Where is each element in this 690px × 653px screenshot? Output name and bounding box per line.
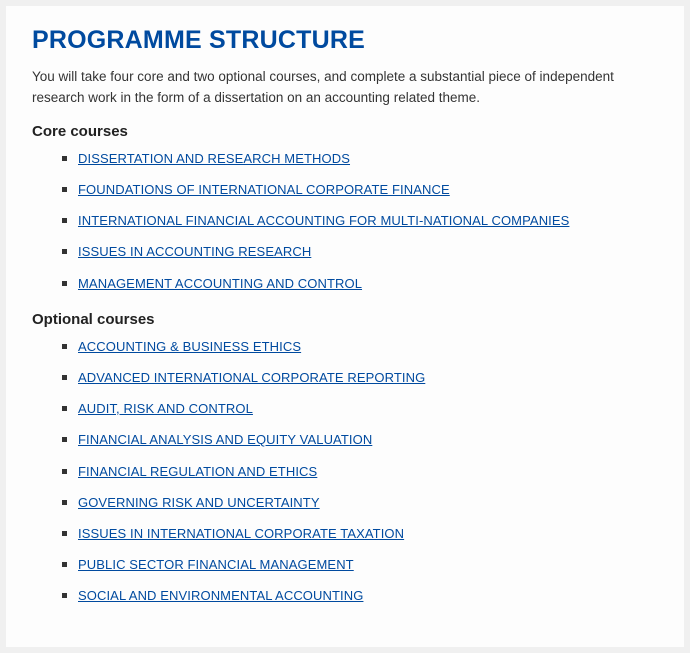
list-item: FOUNDATIONS OF INTERNATIONAL CORPORATE F… xyxy=(62,181,658,199)
course-link[interactable]: ISSUES IN ACCOUNTING RESEARCH xyxy=(78,244,311,259)
course-link[interactable]: AUDIT, RISK AND CONTROL xyxy=(78,401,253,416)
course-link[interactable]: FOUNDATIONS OF INTERNATIONAL CORPORATE F… xyxy=(78,182,450,197)
list-item: SOCIAL AND ENVIRONMENTAL ACCOUNTING xyxy=(62,587,658,605)
course-link[interactable]: ADVANCED INTERNATIONAL CORPORATE REPORTI… xyxy=(78,370,425,385)
page-title: PROGRAMME STRUCTURE xyxy=(32,26,658,55)
list-item: FINANCIAL REGULATION AND ETHICS xyxy=(62,463,658,481)
course-link[interactable]: FINANCIAL ANALYSIS AND EQUITY VALUATION xyxy=(78,432,372,447)
course-link[interactable]: GOVERNING RISK AND UNCERTAINTY xyxy=(78,495,320,510)
intro-paragraph: You will take four core and two optional… xyxy=(32,67,658,109)
core-courses-list: DISSERTATION AND RESEARCH METHODS FOUNDA… xyxy=(32,150,658,293)
list-item: PUBLIC SECTOR FINANCIAL MANAGEMENT xyxy=(62,556,658,574)
core-courses-heading: Core courses xyxy=(32,123,658,140)
list-item: GOVERNING RISK AND UNCERTAINTY xyxy=(62,494,658,512)
programme-structure-panel: PROGRAMME STRUCTURE You will take four c… xyxy=(6,6,684,647)
course-link[interactable]: PUBLIC SECTOR FINANCIAL MANAGEMENT xyxy=(78,557,354,572)
list-item: INTERNATIONAL FINANCIAL ACCOUNTING FOR M… xyxy=(62,212,658,230)
course-link[interactable]: ACCOUNTING & BUSINESS ETHICS xyxy=(78,339,301,354)
optional-courses-heading: Optional courses xyxy=(32,311,658,328)
course-link[interactable]: INTERNATIONAL FINANCIAL ACCOUNTING FOR M… xyxy=(78,213,569,228)
course-link[interactable]: DISSERTATION AND RESEARCH METHODS xyxy=(78,151,350,166)
course-link[interactable]: FINANCIAL REGULATION AND ETHICS xyxy=(78,464,317,479)
course-link[interactable]: ISSUES IN INTERNATIONAL CORPORATE TAXATI… xyxy=(78,526,404,541)
list-item: MANAGEMENT ACCOUNTING AND CONTROL xyxy=(62,275,658,293)
list-item: ACCOUNTING & BUSINESS ETHICS xyxy=(62,338,658,356)
list-item: ISSUES IN ACCOUNTING RESEARCH xyxy=(62,243,658,261)
course-link[interactable]: SOCIAL AND ENVIRONMENTAL ACCOUNTING xyxy=(78,588,363,603)
list-item: AUDIT, RISK AND CONTROL xyxy=(62,400,658,418)
list-item: FINANCIAL ANALYSIS AND EQUITY VALUATION xyxy=(62,431,658,449)
list-item: DISSERTATION AND RESEARCH METHODS xyxy=(62,150,658,168)
course-link[interactable]: MANAGEMENT ACCOUNTING AND CONTROL xyxy=(78,276,362,291)
list-item: ISSUES IN INTERNATIONAL CORPORATE TAXATI… xyxy=(62,525,658,543)
optional-courses-list: ACCOUNTING & BUSINESS ETHICS ADVANCED IN… xyxy=(32,338,658,606)
list-item: ADVANCED INTERNATIONAL CORPORATE REPORTI… xyxy=(62,369,658,387)
